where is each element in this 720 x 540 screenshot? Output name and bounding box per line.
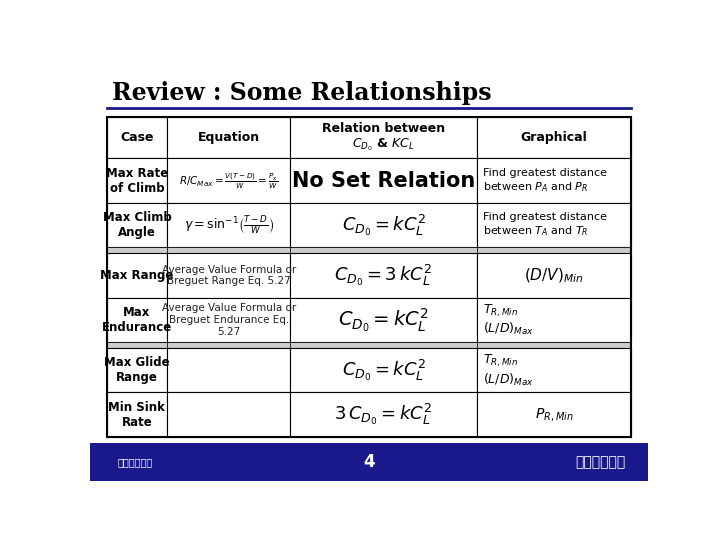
Text: $(D/V)_{Min}$: $(D/V)_{Min}$ — [524, 266, 584, 285]
Text: Review : Some Relationships: Review : Some Relationships — [112, 82, 492, 105]
Bar — [290, 342, 477, 348]
Text: Max
Endurance: Max Endurance — [102, 306, 172, 334]
Text: 4: 4 — [363, 453, 375, 471]
Text: Graphical: Graphical — [521, 131, 588, 144]
Bar — [290, 298, 477, 342]
Text: $T_{R,Min}$
$(L/D)_{Max}$: $T_{R,Min}$ $(L/D)_{Max}$ — [483, 302, 534, 338]
Bar — [477, 158, 631, 203]
Bar — [107, 253, 167, 298]
Text: Max Glide
Range: Max Glide Range — [104, 356, 170, 384]
Text: Max Rate
of Climb: Max Rate of Climb — [106, 167, 168, 194]
Text: Relation between
$C_{D_0}$ & $KC_L$: Relation between $C_{D_0}$ & $KC_L$ — [322, 122, 445, 153]
Text: $3\,C_{D_0} = kC_L^2$: $3\,C_{D_0} = kC_L^2$ — [334, 402, 433, 427]
Bar — [290, 393, 477, 437]
Bar — [167, 393, 290, 437]
Bar — [90, 443, 648, 481]
Text: $C_{D_0} = kC_L^2$: $C_{D_0} = kC_L^2$ — [341, 213, 426, 238]
Bar — [107, 203, 167, 247]
Text: Find greatest distance
between $P_A$ and $P_R$: Find greatest distance between $P_A$ and… — [483, 168, 607, 193]
Bar — [167, 348, 290, 393]
Bar — [167, 158, 290, 203]
Text: 공군사관학교: 공군사관학교 — [118, 457, 153, 467]
Bar — [107, 298, 167, 342]
Bar — [290, 203, 477, 247]
Bar — [107, 342, 167, 348]
Text: $T_{R,Min}$
$(L/D)_{Max}$: $T_{R,Min}$ $(L/D)_{Max}$ — [483, 353, 534, 388]
Bar — [107, 117, 631, 437]
Bar — [107, 158, 167, 203]
Bar — [107, 247, 167, 253]
Text: $C_{D_0} = kC_L^2$: $C_{D_0} = kC_L^2$ — [338, 306, 428, 334]
Text: Max Climb
Angle: Max Climb Angle — [102, 211, 171, 239]
Text: Average Value Formula or
Breguet Range Eq. 5.27: Average Value Formula or Breguet Range E… — [161, 265, 296, 286]
Bar — [290, 348, 477, 393]
Text: $\gamma = \sin^{-1}\!\left(\frac{T-D}{W}\right)$: $\gamma = \sin^{-1}\!\left(\frac{T-D}{W}… — [184, 214, 274, 236]
Text: $R/C_{Max} = \frac{V(T-D)}{W} = \frac{P_x}{W}$: $R/C_{Max} = \frac{V(T-D)}{W} = \frac{P_… — [179, 171, 279, 191]
Bar — [290, 247, 477, 253]
Bar — [477, 203, 631, 247]
Bar — [167, 117, 290, 158]
Text: $C_{D_0} = 3\,kC_L^2$: $C_{D_0} = 3\,kC_L^2$ — [334, 263, 433, 288]
Bar — [477, 253, 631, 298]
Text: Min Sink
Rate: Min Sink Rate — [109, 401, 166, 429]
Bar — [107, 348, 167, 393]
Text: $P_{R,Min}$: $P_{R,Min}$ — [534, 406, 573, 423]
Text: Average Value Formula or
Breguet Endurance Eq.
5.27: Average Value Formula or Breguet Enduran… — [161, 303, 296, 336]
Bar — [477, 348, 631, 393]
Bar — [107, 393, 167, 437]
Bar — [107, 117, 167, 158]
Text: No Set Relation: No Set Relation — [292, 171, 475, 191]
Bar — [167, 203, 290, 247]
Text: Equation: Equation — [197, 131, 260, 144]
Bar — [167, 342, 290, 348]
Bar — [167, 298, 290, 342]
Text: Max Range: Max Range — [100, 269, 174, 282]
Text: Case: Case — [120, 131, 153, 144]
Bar — [167, 253, 290, 298]
Bar — [477, 117, 631, 158]
Bar — [290, 253, 477, 298]
Bar — [477, 247, 631, 253]
Bar — [290, 117, 477, 158]
Bar — [290, 158, 477, 203]
Text: $C_{D_0} = kC_L^2$: $C_{D_0} = kC_L^2$ — [341, 357, 426, 383]
Bar — [477, 342, 631, 348]
Bar — [477, 298, 631, 342]
Text: Find greatest distance
between $T_A$ and $T_R$: Find greatest distance between $T_A$ and… — [483, 212, 607, 238]
Text: 항공공학기존: 항공공학기존 — [575, 455, 626, 469]
Bar — [167, 247, 290, 253]
Bar — [477, 393, 631, 437]
